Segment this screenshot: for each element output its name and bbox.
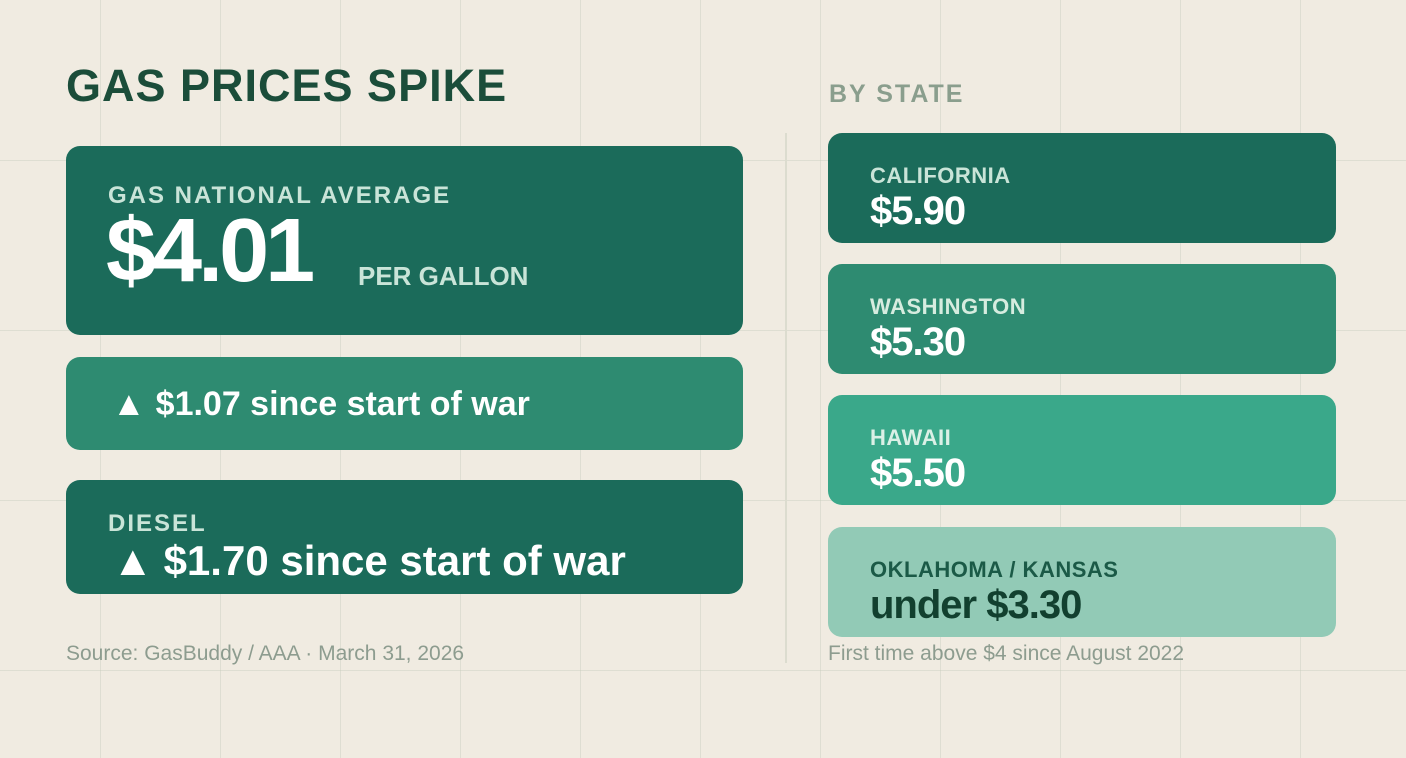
state-price: $5.30 [870,320,966,364]
state-card-hawaii: HAWAII $5.50 [828,395,1336,505]
state-card-oklahoma-kansas: OKLAHOMA / KANSAS under $3.30 [828,527,1336,637]
national-average-price: $4.01 [106,201,315,301]
source-credit: Source: GasBuddy / AAA · March 31, 2026 [66,642,465,665]
column-divider [785,133,787,663]
state-price: $5.50 [870,451,966,495]
state-price: under $3.30 [870,583,1082,627]
by-state-heading: BY STATE [829,80,965,108]
state-price: $5.90 [870,189,966,233]
state-name: OKLAHOMA / KANSAS [870,557,1119,582]
national-average-label: GAS NATIONAL AVERAGE [108,182,452,209]
state-card-california: CALIFORNIA $5.90 [828,133,1336,243]
up-triangle-icon: ▲ [112,537,154,584]
state-name: HAWAII [870,425,952,450]
state-name: CALIFORNIA [870,163,1011,188]
gas-change-line: ▲ $1.07 since start of war [112,385,530,423]
diesel-change-text: $1.70 since start of war [163,537,626,584]
up-triangle-icon: ▲ [112,385,146,423]
diesel-label: DIESEL [108,510,207,537]
gas-change-card: ▲ $1.07 since start of war [66,357,743,450]
footnote: First time above $4 since August 2022 [828,642,1185,665]
gas-change-text: $1.07 since start of war [155,385,530,423]
diesel-change-line: ▲ $1.70 since start of war [112,538,626,584]
state-name: WASHINGTON [870,294,1027,319]
page-title: GAS PRICES SPIKE [66,60,508,111]
national-average-card: GAS NATIONAL AVERAGE $4.01 PER GALLON [66,146,743,335]
state-card-washington: WASHINGTON $5.30 [828,264,1336,374]
price-unit-label: PER GALLON [358,261,529,291]
diesel-card: DIESEL ▲ $1.70 since start of war [66,480,743,594]
